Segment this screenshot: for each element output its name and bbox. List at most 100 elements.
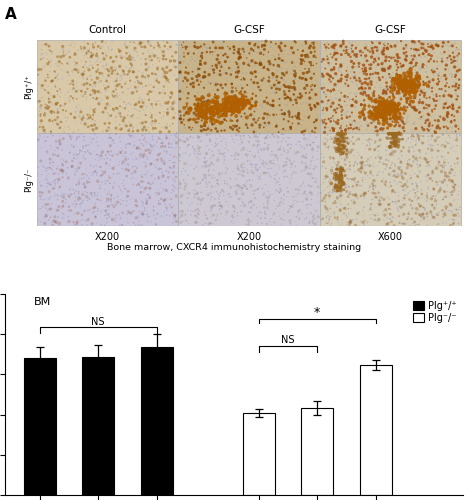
- Point: [386, 110, 394, 118]
- Point: [378, 113, 386, 121]
- Point: [413, 130, 420, 138]
- Point: [107, 148, 115, 156]
- Point: [229, 122, 237, 130]
- Point: [142, 82, 150, 90]
- Point: [378, 50, 385, 58]
- Point: [395, 87, 402, 95]
- Point: [224, 93, 232, 101]
- Point: [222, 170, 230, 178]
- Point: [97, 77, 105, 85]
- Point: [35, 70, 42, 78]
- Point: [195, 194, 202, 202]
- Point: [102, 75, 110, 83]
- Point: [402, 200, 409, 208]
- Point: [347, 124, 355, 132]
- Point: [192, 111, 200, 119]
- Point: [380, 179, 388, 187]
- Point: [416, 82, 424, 90]
- Point: [190, 75, 198, 83]
- Point: [389, 130, 397, 138]
- Point: [117, 144, 124, 152]
- Point: [431, 192, 439, 200]
- Point: [278, 126, 285, 134]
- Point: [135, 68, 142, 76]
- Point: [452, 82, 459, 90]
- Point: [41, 142, 48, 150]
- Point: [213, 179, 221, 187]
- Point: [234, 82, 241, 90]
- Point: [385, 65, 392, 73]
- Point: [372, 123, 380, 131]
- Point: [398, 116, 406, 124]
- Point: [169, 99, 177, 107]
- Point: [351, 68, 358, 76]
- Point: [405, 70, 413, 78]
- Point: [308, 39, 316, 47]
- Point: [236, 107, 244, 115]
- Point: [235, 67, 243, 75]
- Point: [103, 176, 111, 184]
- Point: [202, 98, 209, 106]
- Point: [284, 58, 291, 66]
- Point: [384, 105, 392, 113]
- Point: [221, 88, 229, 96]
- Point: [142, 162, 149, 170]
- Point: [194, 157, 202, 165]
- Point: [333, 170, 340, 177]
- Point: [285, 118, 292, 126]
- Point: [200, 108, 208, 116]
- Point: [301, 112, 309, 120]
- Point: [50, 93, 58, 101]
- Point: [256, 172, 263, 180]
- Point: [358, 84, 366, 92]
- Point: [275, 166, 283, 174]
- Point: [267, 151, 275, 159]
- Point: [190, 194, 198, 202]
- Point: [101, 62, 109, 70]
- Point: [58, 169, 65, 177]
- Point: [211, 120, 218, 128]
- Point: [239, 184, 246, 192]
- Point: [107, 112, 115, 120]
- Point: [52, 138, 60, 145]
- Point: [93, 68, 100, 76]
- Point: [252, 101, 259, 109]
- Point: [397, 80, 405, 88]
- Point: [231, 112, 238, 120]
- Point: [124, 210, 131, 218]
- Point: [241, 122, 249, 130]
- Point: [237, 100, 244, 108]
- Point: [54, 90, 61, 98]
- Point: [373, 217, 381, 225]
- Point: [306, 52, 313, 60]
- Point: [236, 102, 243, 110]
- Point: [131, 78, 139, 86]
- Point: [453, 206, 460, 214]
- Point: [360, 220, 368, 228]
- Point: [157, 128, 164, 136]
- Point: [301, 134, 308, 142]
- Point: [396, 156, 404, 164]
- Point: [36, 188, 44, 196]
- Point: [166, 200, 174, 208]
- Point: [281, 46, 288, 54]
- Point: [203, 64, 210, 72]
- Point: [213, 158, 220, 166]
- Point: [231, 92, 239, 100]
- Point: [346, 221, 353, 229]
- Point: [391, 100, 399, 108]
- Point: [264, 50, 271, 58]
- Point: [117, 52, 124, 60]
- Point: [234, 131, 241, 139]
- Point: [275, 42, 283, 50]
- Point: [358, 176, 366, 184]
- Point: [123, 122, 130, 130]
- Point: [228, 80, 235, 88]
- Point: [409, 79, 416, 87]
- Point: [136, 114, 143, 122]
- Point: [383, 100, 390, 108]
- Point: [336, 124, 344, 132]
- Point: [393, 60, 401, 68]
- Point: [393, 180, 400, 188]
- Point: [249, 46, 257, 54]
